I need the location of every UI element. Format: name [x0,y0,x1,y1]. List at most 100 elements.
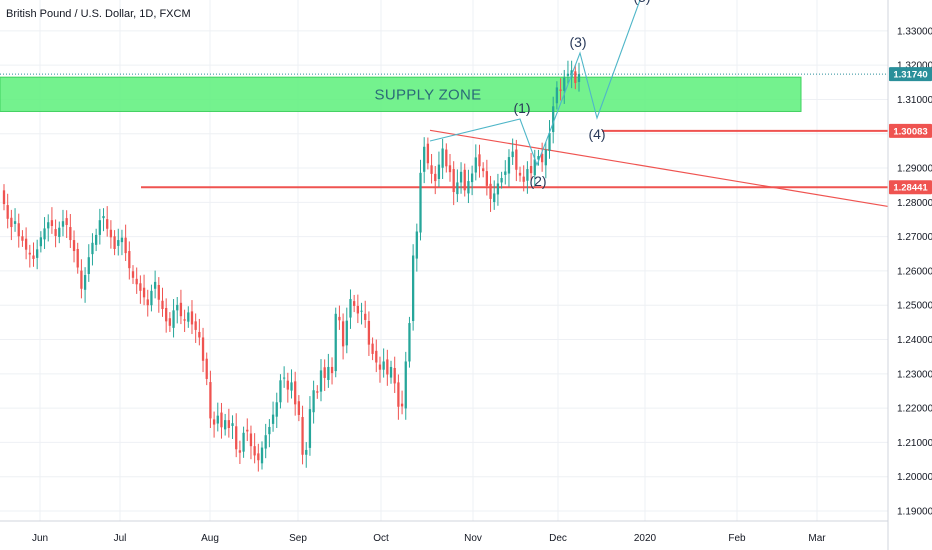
candle [98,208,101,245]
candle-body [58,227,61,237]
candle-body [544,149,547,166]
candle [515,139,518,182]
y-tick-label: 1.25000 [897,301,932,312]
candle-body [135,278,138,285]
candle-body [161,300,164,309]
candle [24,227,28,260]
candle [485,159,488,196]
candle [264,423,267,459]
candle-body [50,220,54,227]
candle-body [98,220,101,235]
wave-projection-line [429,0,641,167]
candle [238,440,242,465]
candle-body [533,159,536,176]
candle-body [319,370,323,392]
candle [165,298,168,333]
wave-label: (3) [569,34,586,50]
candle [452,161,455,206]
candle-body [268,426,271,435]
candle [220,402,223,439]
candle-body [345,320,348,346]
candle-body [172,310,175,328]
candle-body [507,157,511,174]
elliott-wave-group: (1) (2) (3) (4) (5) [429,0,651,189]
candle-body [142,287,146,298]
grid-lines [0,0,888,521]
candle-body [548,133,551,151]
candle [489,175,492,212]
y-tick-label: 1.22000 [897,404,932,415]
candle [463,163,466,197]
candle [187,306,190,328]
candle-body [220,412,223,428]
supply-zone-group: SUPPLY ZONE [0,76,802,112]
candle [120,229,124,256]
candle [10,209,13,241]
candle [286,372,289,403]
candle-body [80,270,83,289]
candle-body [537,156,540,160]
candle [389,360,393,384]
candle [496,173,500,206]
candle [224,413,227,436]
candle [294,371,297,416]
candle-body [113,236,116,249]
candle-body [264,435,267,449]
candle [367,311,371,356]
candle-body [32,255,35,259]
candle [271,401,275,432]
wave-label: (5) [633,0,650,5]
candle-body [231,423,234,426]
candle-body [478,154,481,167]
candle [316,385,319,399]
candle-body [153,281,157,289]
candle-body [382,361,385,370]
candle-body [139,283,142,291]
candle-body [224,420,227,430]
candle-body [201,337,205,361]
candle [574,65,577,90]
candle [135,267,138,294]
y-tick-label: 1.31000 [897,95,932,106]
candle-body [489,183,492,199]
candle-body [47,222,50,229]
candle-body [360,310,363,312]
candle [445,143,448,173]
candle-body [518,172,522,176]
candle-body [76,248,79,268]
y-tick-label: 1.32000 [897,61,932,72]
candle [522,165,525,192]
candle-body [282,377,286,379]
candle [198,318,201,346]
candle [54,219,57,248]
candle [150,284,153,312]
y-tick-label: 1.28000 [897,198,932,209]
candle [393,356,396,394]
candle-body [2,190,6,205]
candle-body [574,71,577,83]
candle-body [61,221,65,227]
candle-body [367,321,371,345]
candle [282,366,286,388]
candle-body [448,165,452,173]
candle [411,244,415,331]
candle [172,299,175,338]
candle-body [559,89,562,91]
wave-label: (1) [513,100,530,116]
candle [36,239,39,270]
candle-body [378,364,382,370]
candle [209,370,212,428]
candle-body [128,251,131,269]
candle [139,275,142,304]
x-tick-label: Oct [373,533,389,544]
candle [257,443,260,472]
candle [109,220,113,249]
candle-body [187,312,190,322]
candle [275,392,278,428]
candle-body [452,169,455,193]
candle-body [404,361,407,409]
candle-body [290,382,293,391]
candle [540,142,544,172]
